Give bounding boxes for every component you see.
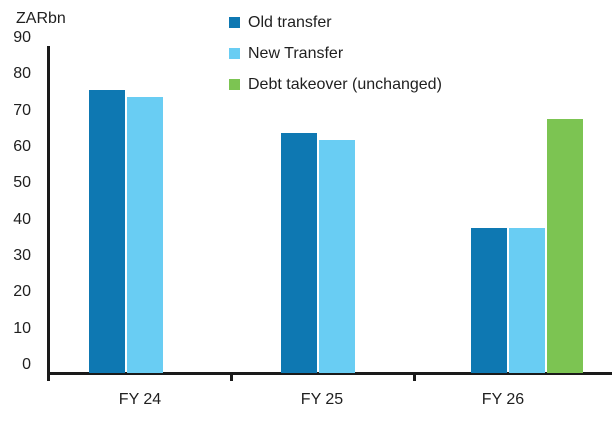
x-axis-tick: [47, 373, 50, 381]
bar-series-1-cat-0: [127, 97, 163, 373]
bar-series-2-cat-2: [547, 119, 583, 373]
y-tick-label: 70: [13, 101, 31, 119]
legend: Old transfer New Transfer Debt takeover (u…: [229, 12, 442, 105]
x-axis-tick: [413, 373, 416, 381]
x-category-label: FY 25: [300, 391, 344, 408]
x-axis-line: [47, 372, 612, 375]
y-axis-unit-label: ZARbn: [16, 10, 66, 27]
x-category-label: FY 26: [481, 391, 525, 408]
x-category-label: FY 24: [118, 391, 162, 408]
legend-label: Debt takeover (unchanged): [248, 75, 442, 93]
y-tick-label: 80: [13, 65, 31, 83]
legend-swatch-icon: [229, 48, 240, 59]
y-tick-label: 20: [13, 283, 31, 301]
y-tick-label: 10: [13, 319, 31, 337]
legend-item-0: Old transfer: [229, 12, 442, 33]
bar-series-1-cat-2: [509, 228, 545, 373]
legend-item-2: Debt takeover (unchanged): [229, 74, 442, 95]
legend-label: New Transfer: [248, 44, 344, 62]
bar-series-1-cat-1: [319, 140, 355, 373]
legend-swatch-icon: [229, 17, 240, 28]
x-axis-tick: [230, 373, 233, 381]
y-tick-label: 0: [22, 356, 31, 373]
bar-series-0-cat-1: [281, 133, 317, 373]
y-tick-label: 90: [13, 29, 31, 46]
y-tick-label: 30: [13, 247, 31, 264]
y-axis-line: [47, 46, 50, 373]
y-tick-label: 40: [13, 210, 31, 228]
legend-swatch-icon: [229, 79, 240, 90]
legend-label: Old transfer: [248, 13, 332, 31]
y-tick-label: 60: [13, 138, 31, 155]
legend-item-1: New Transfer: [229, 43, 442, 64]
bar-series-0-cat-0: [89, 90, 125, 373]
bar-series-0-cat-2: [471, 228, 507, 373]
y-tick-label: 50: [13, 174, 31, 192]
